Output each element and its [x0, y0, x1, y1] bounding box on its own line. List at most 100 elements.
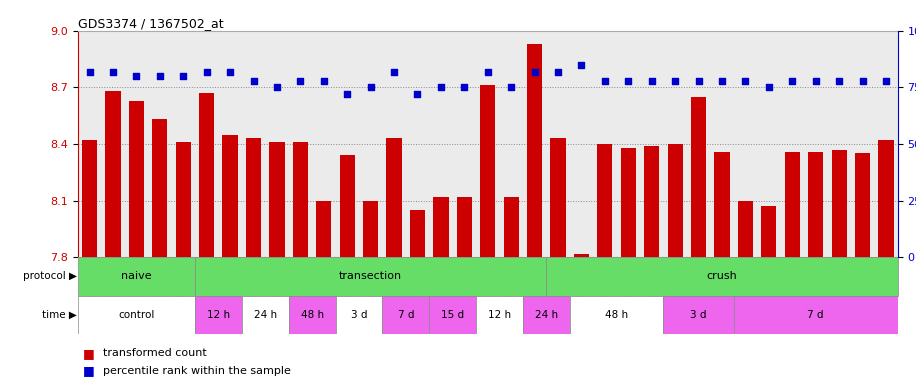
FancyBboxPatch shape — [78, 257, 195, 296]
Bar — [105, 91, 121, 257]
Point — [785, 78, 800, 84]
Bar — [199, 93, 214, 257]
Point — [457, 84, 472, 90]
Text: 12 h: 12 h — [488, 310, 511, 320]
Point — [761, 84, 776, 90]
Bar — [714, 152, 730, 257]
Text: 12 h: 12 h — [207, 310, 230, 320]
Point — [364, 84, 378, 90]
Bar — [409, 210, 425, 257]
FancyBboxPatch shape — [78, 296, 195, 334]
Point — [504, 84, 518, 90]
FancyBboxPatch shape — [734, 296, 898, 334]
Bar — [691, 97, 706, 257]
Bar — [457, 197, 472, 257]
Point — [551, 68, 565, 74]
Point — [644, 78, 659, 84]
FancyBboxPatch shape — [382, 296, 430, 334]
Bar — [761, 206, 777, 257]
Bar — [737, 200, 753, 257]
Bar — [480, 86, 496, 257]
Point — [738, 78, 753, 84]
Text: 15 d: 15 d — [442, 310, 464, 320]
Bar — [527, 44, 542, 257]
Bar — [316, 200, 332, 257]
Bar — [129, 101, 144, 257]
Point — [316, 78, 331, 84]
Text: control: control — [118, 310, 155, 320]
Text: 3 d: 3 d — [691, 310, 707, 320]
Text: 3 d: 3 d — [351, 310, 367, 320]
FancyBboxPatch shape — [570, 296, 663, 334]
FancyBboxPatch shape — [242, 296, 289, 334]
Bar — [363, 200, 378, 257]
Point — [832, 78, 846, 84]
Point — [621, 78, 636, 84]
Point — [714, 78, 729, 84]
Text: 7 d: 7 d — [807, 310, 824, 320]
Bar — [573, 253, 589, 257]
Bar — [340, 155, 354, 257]
FancyBboxPatch shape — [546, 257, 898, 296]
Point — [340, 91, 354, 97]
Bar — [387, 138, 402, 257]
Text: GDS3374 / 1367502_at: GDS3374 / 1367502_at — [78, 17, 224, 30]
Text: transection: transection — [339, 271, 402, 281]
Text: crush: crush — [706, 271, 737, 281]
Point — [105, 68, 120, 74]
Point — [668, 78, 682, 84]
Bar — [832, 150, 846, 257]
Point — [856, 78, 870, 84]
Point — [293, 78, 308, 84]
Bar — [785, 152, 800, 257]
Text: ■: ■ — [82, 364, 94, 377]
Bar — [433, 197, 449, 257]
FancyBboxPatch shape — [430, 296, 476, 334]
Bar — [551, 138, 566, 257]
Point — [433, 84, 448, 90]
Bar — [808, 152, 823, 257]
Text: time ▶: time ▶ — [42, 310, 77, 320]
Point — [597, 78, 612, 84]
Bar — [878, 140, 894, 257]
Bar — [644, 146, 660, 257]
Point — [410, 91, 425, 97]
Point — [129, 73, 144, 79]
Bar — [855, 154, 870, 257]
FancyBboxPatch shape — [195, 296, 242, 334]
Point — [152, 73, 167, 79]
FancyBboxPatch shape — [523, 296, 570, 334]
Point — [878, 78, 893, 84]
Point — [574, 61, 589, 68]
Bar — [245, 138, 261, 257]
Text: 48 h: 48 h — [605, 310, 628, 320]
Bar — [152, 119, 168, 257]
Bar — [504, 197, 518, 257]
FancyBboxPatch shape — [476, 296, 523, 334]
Point — [200, 68, 214, 74]
Point — [692, 78, 706, 84]
FancyBboxPatch shape — [289, 296, 335, 334]
Bar — [82, 140, 97, 257]
Point — [808, 78, 823, 84]
Point — [176, 73, 191, 79]
Bar — [293, 142, 308, 257]
Text: 24 h: 24 h — [535, 310, 558, 320]
Text: naive: naive — [121, 271, 152, 281]
Bar — [176, 142, 191, 257]
Text: transformed count: transformed count — [103, 348, 206, 358]
Point — [528, 68, 542, 74]
Point — [246, 78, 261, 84]
FancyBboxPatch shape — [195, 257, 546, 296]
Bar — [597, 144, 613, 257]
Text: ■: ■ — [82, 347, 94, 360]
Text: protocol ▶: protocol ▶ — [23, 271, 77, 281]
Point — [223, 68, 237, 74]
Text: 7 d: 7 d — [398, 310, 414, 320]
Point — [387, 68, 401, 74]
Bar — [621, 148, 636, 257]
Text: percentile rank within the sample: percentile rank within the sample — [103, 366, 290, 376]
Point — [480, 68, 495, 74]
Point — [82, 68, 97, 74]
Point — [269, 84, 284, 90]
